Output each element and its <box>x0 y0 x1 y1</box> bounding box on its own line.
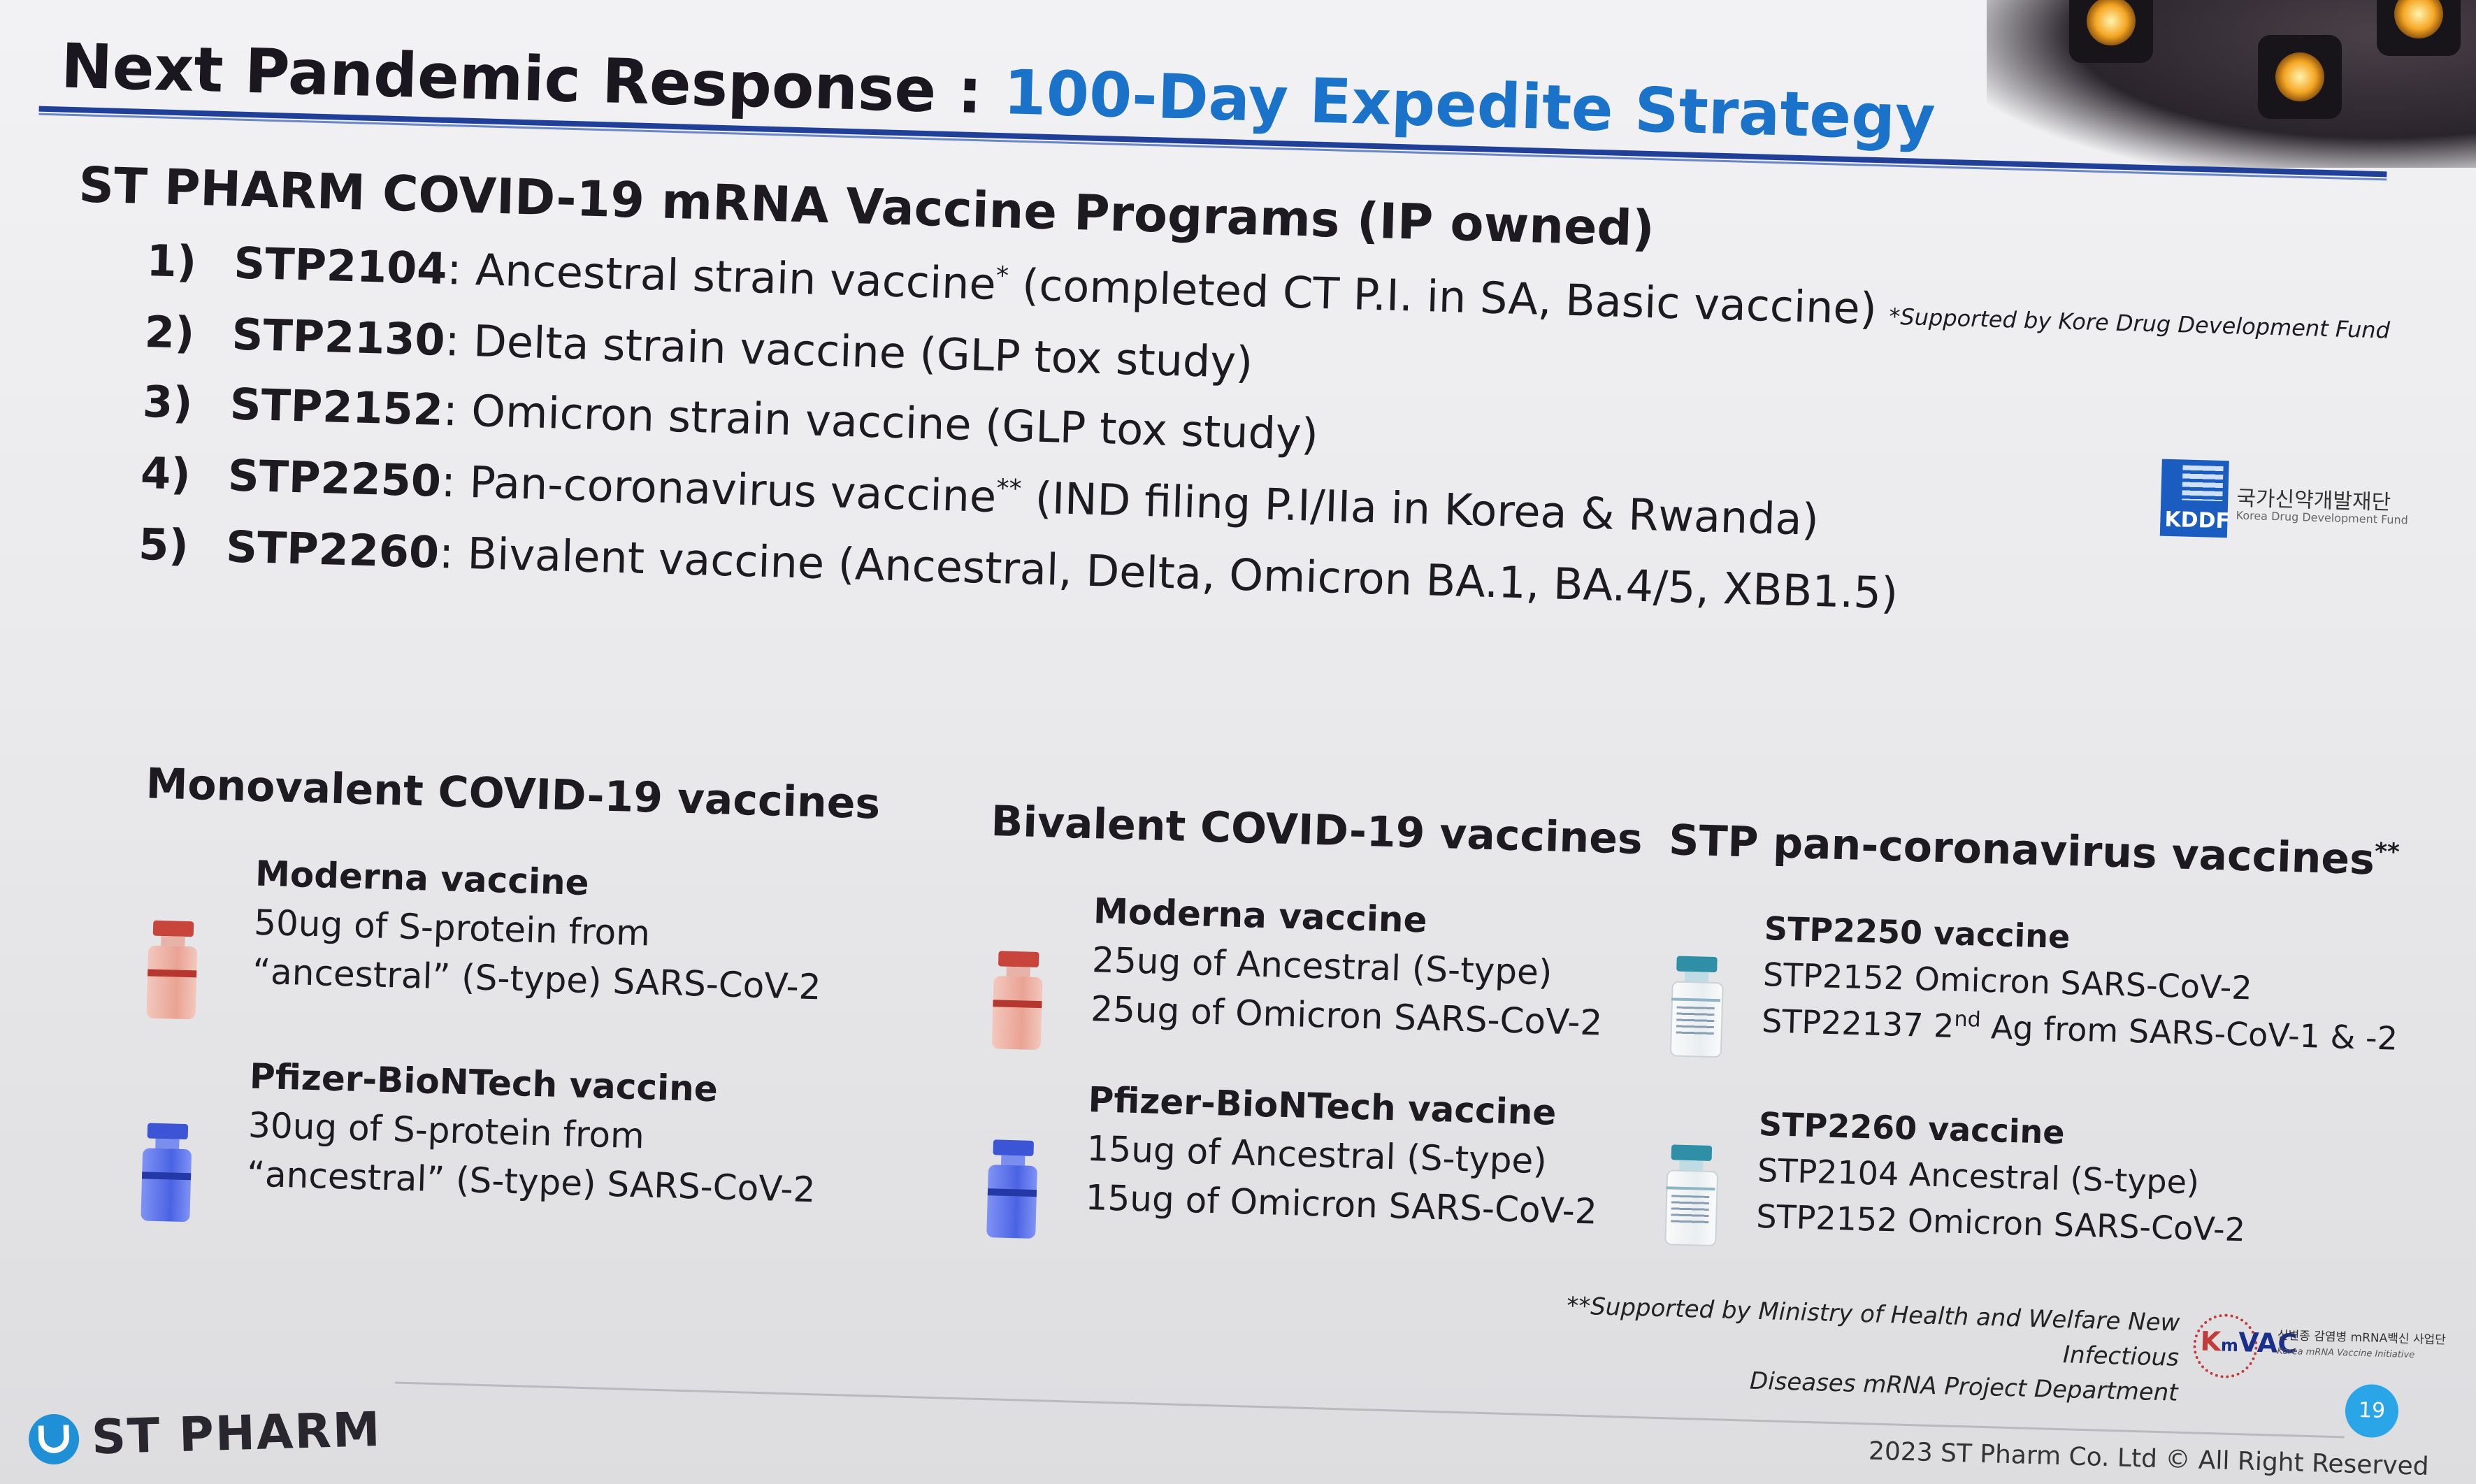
kddf-abbr: KDDF <box>2164 507 2231 534</box>
pfizer-vial-icon <box>141 1123 192 1223</box>
program-number: 3) <box>142 375 194 428</box>
program-sup: ** <box>995 474 1023 504</box>
kmvac-korean: 신변종 감염병 mRNA백신 사업단 <box>2277 1328 2447 1348</box>
program-number: 1) <box>145 235 198 287</box>
program-code: STP2260 <box>225 521 440 578</box>
copyright-text: 2023 ST Pharm Co. Ltd © All Right Reserv… <box>1868 1436 2430 1481</box>
vaccine-detail: STP2152 Omicron SARS-CoV-2 <box>1762 955 2253 1007</box>
vaccine-detail: 25ug of Omicron SARS-CoV-2 <box>1090 988 1603 1044</box>
vaccine-card: Moderna vaccine 25ug of Ancestral (S-typ… <box>1091 891 1606 1043</box>
monovalent-heading: Monovalent COVID-19 vaccines <box>145 759 881 829</box>
vaccine-detail: 50ug of S-protein from <box>253 902 651 954</box>
vaccine-detail: 30ug of S-protein from <box>247 1104 645 1157</box>
program-text: : Ancestral strain vaccine <box>446 243 997 310</box>
vaccine-card: STP2260 vaccine STP2104 Ancestral (S-typ… <box>1756 1105 2249 1248</box>
vaccine-detail: “ancestral” (S-type) SARS-CoV-2 <box>246 1153 816 1211</box>
moderna-vial-icon <box>146 920 198 1020</box>
program-sup: * <box>995 261 1009 291</box>
vaccine-card: Pfizer-BioNTech vaccine 15ug of Ancestra… <box>1085 1079 1600 1232</box>
program-rest: (completed CT P.I. in SA, Basic vaccine) <box>1007 259 1878 335</box>
vaccine-detail: 15ug of Omicron SARS-CoV-2 <box>1084 1177 1598 1232</box>
program-rest: (IND filing P.I/IIa in Korea & Rwanda) <box>1021 472 1820 545</box>
st-pharm-logo: ST PHARM <box>28 1402 382 1467</box>
moderna-vial-icon <box>991 951 1044 1051</box>
vaccine-detail: 15ug of Ancestral (S-type) <box>1086 1128 1548 1182</box>
stp-vial-icon <box>1664 1144 1719 1247</box>
kddf-footnote: *Supported by Kore Drug Development Fund <box>1888 303 2391 344</box>
kmvac-english: Korea mRNA Vaccine Initiative <box>2277 1346 2415 1361</box>
program-code: STP2104 <box>233 237 448 294</box>
stage-light-icon <box>2258 35 2342 119</box>
program-code: STP2250 <box>227 449 442 507</box>
vaccine-name: Pfizer-BioNTech vaccine <box>1087 1079 1557 1133</box>
st-pharm-wordmark: ST PHARM <box>90 1402 382 1466</box>
pfizer-vial-icon <box>986 1139 1038 1239</box>
program-number: 5) <box>138 518 189 571</box>
vaccine-detail: 25ug of Ancestral (S-type) <box>1091 939 1553 993</box>
program-number: 4) <box>140 447 192 500</box>
pan-coronavirus-heading: STP pan-coronavirus vaccines** <box>1668 816 2400 885</box>
ministry-footnote: **Supported by Ministry of Health and We… <box>1527 1288 2180 1411</box>
kmvac-logo: KmVAC 신변종 감염병 mRNA백신 사업단 Korea mRNA Vacc… <box>2185 1313 2446 1396</box>
vaccine-detail: STP2104 Ancestral (S-type) <box>1757 1151 2200 1202</box>
program-text: : Delta strain vaccine (GLP tox study) <box>444 314 1254 389</box>
st-pharm-mark-icon <box>28 1413 80 1465</box>
vaccine-name: STP2260 vaccine <box>1758 1104 2066 1152</box>
vaccine-detail: STP2152 Omicron SARS-CoV-2 <box>1755 1197 2246 1249</box>
vaccine-name: Moderna vaccine <box>1093 891 1428 941</box>
vaccine-name: Pfizer-BioNTech vaccine <box>249 1056 719 1110</box>
page-number: 19 <box>2344 1383 2400 1439</box>
stage-light-icon <box>2069 0 2153 63</box>
vaccine-card: Pfizer-BioNTech vaccine 30ug of S-protei… <box>246 1056 819 1211</box>
vaccine-name: STP2250 vaccine <box>1764 909 2071 956</box>
stage-light-icon <box>2377 0 2461 56</box>
pan-heading-sup: ** <box>2374 837 2401 867</box>
program-code: STP2152 <box>229 378 444 435</box>
vaccine-name: Moderna vaccine <box>254 853 590 904</box>
program-number: 2) <box>143 305 196 359</box>
program-code: STP2130 <box>231 308 446 366</box>
kddf-mark: KDDF <box>2159 459 2231 538</box>
vaccine-card: Moderna vaccine 50ug of S-protein from “… <box>252 853 825 1008</box>
program-item: 2) STP2130: Delta strain vaccine (GLP tox… <box>144 306 1253 388</box>
program-text: : Pan-coronavirus vaccine <box>440 455 998 523</box>
vaccine-detail: “ancestral” (S-type) SARS-CoV-2 <box>252 951 822 1008</box>
pan-heading-text: STP pan-coronavirus vaccines <box>1668 816 2375 885</box>
kddf-logo: KDDF 국가신약개발재단 Korea Drug Development Fun… <box>2159 459 2414 550</box>
bivalent-heading: Bivalent COVID-19 vaccines <box>990 797 1643 865</box>
vaccine-card: STP2250 vaccine STP2152 Omicron SARS-CoV… <box>1761 909 2401 1058</box>
vaccine-detail: STP22137 2nd Ag from SARS-CoV-1 & -2 <box>1761 1002 2398 1058</box>
program-item: 3) STP2152: Omicron strain vaccine (GLP t… <box>142 376 1319 460</box>
program-text: : Omicron strain vaccine (GLP tox study) <box>442 384 1319 460</box>
stp-vial-icon <box>1669 956 1724 1058</box>
